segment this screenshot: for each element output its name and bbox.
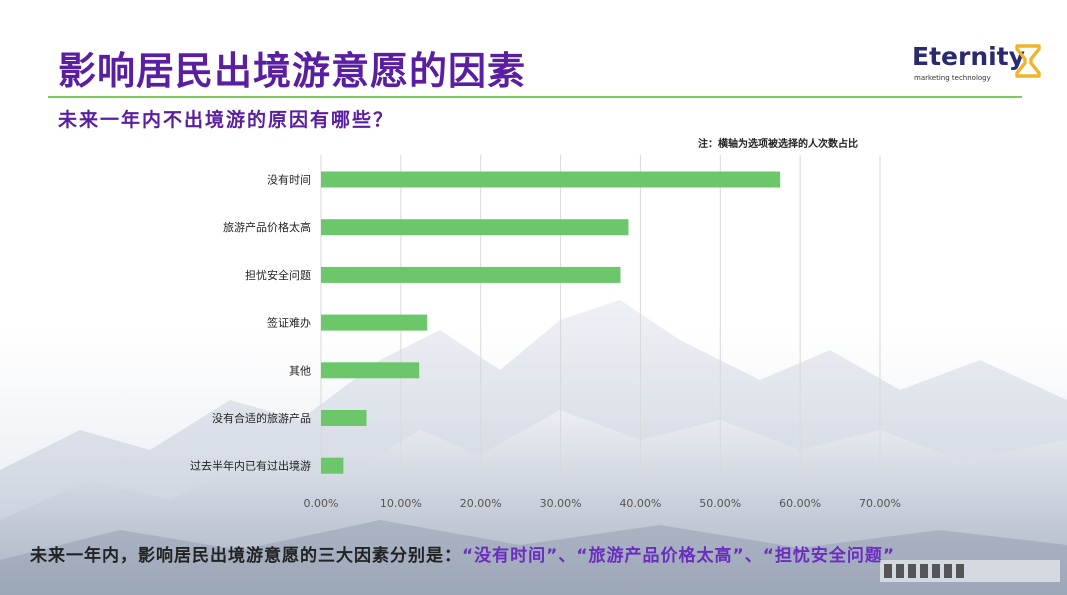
conclusion-text: 未来一年内，影响居民出境游意愿的三大因素分别是：“没有时间”、“旅游产品价格太高… (30, 541, 895, 566)
bar (321, 314, 428, 331)
axis-note: 注：横轴为选项被选择的人次数占比 (698, 139, 858, 150)
x-tick-label: 0.00% (304, 497, 339, 510)
x-tick-label: 50.00% (699, 497, 741, 510)
category-label: 其他 (289, 364, 311, 377)
chart-x-tick-labels: 0.00% 10.00% 20.00% 30.00% 40.00% 50.00% 60.00… (304, 497, 901, 510)
bar (321, 219, 629, 236)
factor-2: “旅游产品价格太高” (576, 546, 745, 566)
category-label: 没有时间 (267, 173, 311, 187)
chart-category-labels: 没有时间旅游产品价格太高担忧安全问题签证难办其他没有合适的旅游产品过去半年内已有… (190, 173, 311, 473)
category-label: 旅游产品价格太高 (223, 220, 311, 234)
chart-bars (321, 171, 781, 474)
x-tick-label: 40.00% (619, 497, 661, 510)
section-question: 未来一年内不出境游的原因有哪些？ (58, 109, 395, 131)
conclusion-prefix: 未来一年内，影响居民出境游意愿的三大因素分别是： (30, 546, 462, 566)
x-tick-label: 70.00% (859, 497, 901, 510)
brand-logo: Eternity marketing technology (912, 42, 1052, 88)
logo-name: Eternity (912, 42, 1025, 71)
category-label: 签证难办 (267, 316, 311, 330)
bar (321, 457, 344, 474)
x-tick-label: 20.00% (460, 497, 502, 510)
separator-2: 、 (744, 546, 763, 566)
header-divider (48, 96, 1022, 98)
x-tick-label: 10.00% (380, 497, 422, 510)
category-label: 过去半年内已有过出境游 (190, 459, 311, 473)
separator-1: 、 (558, 546, 577, 566)
watermark-block (880, 560, 1060, 582)
category-label: 没有合适的旅游产品 (212, 411, 311, 425)
chart-grid (320, 155, 881, 485)
x-tick-label: 30.00% (540, 497, 582, 510)
bar (321, 266, 621, 283)
x-tick-label: 60.00% (779, 497, 821, 510)
hourglass-icon (1015, 44, 1041, 78)
page-title: 影响居民出境游意愿的因素 (58, 49, 527, 93)
factor-3: “担忧安全问题” (762, 546, 896, 566)
bar (321, 410, 367, 426)
factor-1: “没有时间” (462, 546, 559, 566)
logo-tagline: marketing technology (914, 74, 991, 82)
bar (321, 362, 420, 379)
category-label: 担忧安全问题 (245, 268, 311, 282)
bar (321, 171, 781, 188)
